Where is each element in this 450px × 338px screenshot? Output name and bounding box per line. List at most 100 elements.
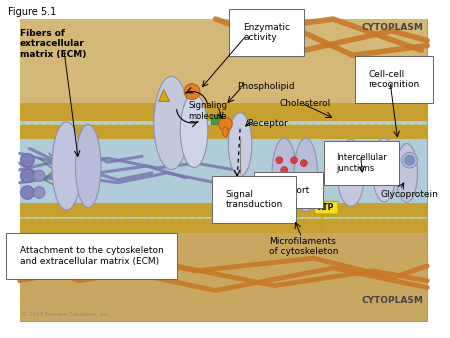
Circle shape (21, 153, 34, 167)
Text: CYTOPLASM: CYTOPLASM (361, 23, 423, 32)
Circle shape (291, 157, 297, 164)
Circle shape (357, 123, 364, 130)
Bar (20, 203, 427, 217)
Circle shape (153, 218, 160, 224)
Circle shape (145, 123, 153, 130)
Circle shape (271, 123, 278, 130)
Text: Cell-cell
recognition: Cell-cell recognition (369, 70, 420, 90)
Circle shape (20, 218, 27, 224)
Text: Figure 5.1: Figure 5.1 (8, 7, 56, 17)
Circle shape (193, 123, 199, 130)
Circle shape (404, 123, 411, 130)
Circle shape (281, 167, 288, 173)
Circle shape (232, 123, 238, 130)
Circle shape (67, 218, 74, 224)
Circle shape (177, 123, 184, 130)
Circle shape (342, 218, 348, 224)
Circle shape (28, 123, 35, 130)
Circle shape (185, 218, 192, 224)
Text: Glycoprotein: Glycoprotein (380, 190, 438, 199)
Circle shape (420, 123, 427, 130)
Circle shape (302, 218, 309, 224)
Circle shape (130, 218, 137, 224)
Circle shape (36, 218, 43, 224)
Text: CYTOPLASM: CYTOPLASM (361, 296, 423, 305)
Circle shape (294, 123, 302, 130)
Circle shape (326, 123, 333, 130)
Circle shape (59, 218, 66, 224)
Ellipse shape (76, 124, 101, 208)
Circle shape (99, 218, 105, 224)
Circle shape (349, 218, 356, 224)
Circle shape (357, 218, 364, 224)
Circle shape (381, 123, 387, 130)
Text: Transport: Transport (268, 186, 310, 195)
Circle shape (326, 218, 333, 224)
Circle shape (373, 123, 380, 130)
Circle shape (396, 123, 403, 130)
Circle shape (232, 218, 238, 224)
Bar (20, 103, 427, 121)
Circle shape (294, 218, 302, 224)
FancyBboxPatch shape (315, 201, 338, 214)
Circle shape (300, 160, 307, 167)
Circle shape (75, 123, 82, 130)
Circle shape (161, 218, 168, 224)
Circle shape (404, 218, 411, 224)
Circle shape (279, 123, 286, 130)
Circle shape (185, 123, 192, 130)
Circle shape (28, 218, 35, 224)
Circle shape (106, 218, 113, 224)
Circle shape (373, 218, 380, 224)
Circle shape (239, 218, 247, 224)
Circle shape (51, 218, 59, 224)
Circle shape (248, 123, 254, 130)
Circle shape (106, 123, 113, 130)
Circle shape (279, 218, 286, 224)
Circle shape (138, 123, 144, 130)
Circle shape (33, 170, 45, 182)
Circle shape (396, 218, 403, 224)
Circle shape (219, 117, 232, 131)
Circle shape (21, 169, 34, 183)
Circle shape (263, 218, 270, 224)
Circle shape (287, 218, 293, 224)
Ellipse shape (272, 138, 297, 212)
Ellipse shape (373, 138, 396, 202)
Circle shape (310, 218, 317, 224)
Text: Attachment to the cytoskeleton
and extracellular matrix (ECM): Attachment to the cytoskeleton and extra… (20, 246, 163, 266)
Ellipse shape (228, 113, 252, 176)
Circle shape (365, 218, 372, 224)
Circle shape (67, 123, 74, 130)
Text: Cholesterol: Cholesterol (279, 99, 331, 108)
Ellipse shape (294, 138, 318, 212)
Circle shape (44, 218, 50, 224)
Circle shape (130, 123, 137, 130)
Circle shape (122, 218, 129, 224)
Circle shape (184, 84, 200, 99)
Circle shape (153, 123, 160, 130)
Bar (20, 19, 427, 119)
Circle shape (288, 179, 296, 186)
Ellipse shape (337, 140, 365, 206)
Circle shape (51, 123, 59, 130)
Circle shape (402, 152, 418, 168)
Text: Receptor: Receptor (247, 119, 288, 128)
Ellipse shape (222, 127, 228, 137)
Circle shape (276, 157, 283, 164)
Circle shape (122, 123, 129, 130)
Text: © 2013 Pearson Education, Inc.: © 2013 Pearson Education, Inc. (22, 311, 109, 317)
Ellipse shape (154, 76, 189, 169)
Ellipse shape (180, 94, 208, 168)
Circle shape (200, 123, 207, 130)
Circle shape (21, 186, 34, 199)
Bar (20, 121, 427, 229)
Text: Intercellular
junctions: Intercellular junctions (336, 153, 387, 173)
Circle shape (169, 218, 176, 224)
Circle shape (302, 123, 309, 130)
Circle shape (287, 123, 293, 130)
Circle shape (216, 123, 223, 130)
Circle shape (90, 123, 98, 130)
Circle shape (177, 218, 184, 224)
Text: Enzymatic
activity: Enzymatic activity (243, 23, 290, 42)
